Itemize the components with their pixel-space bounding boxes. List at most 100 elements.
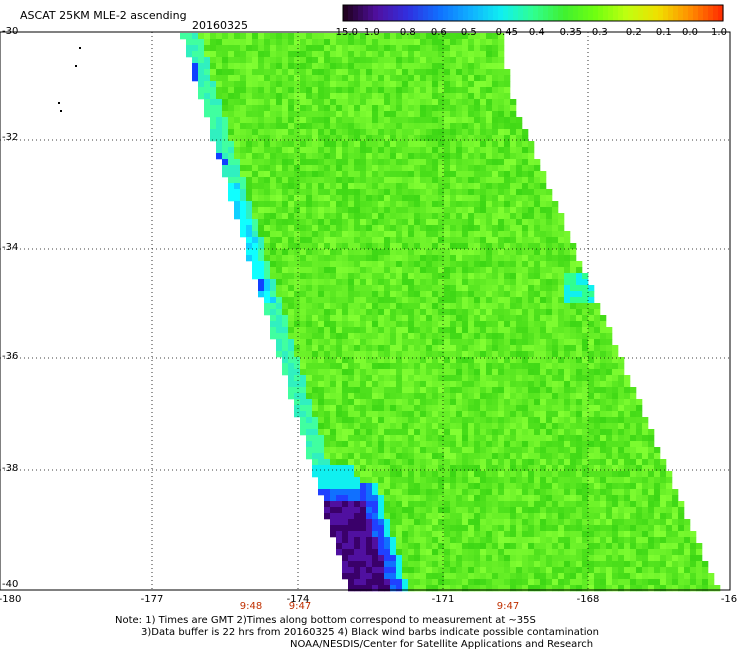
- swath-pixel: [336, 417, 343, 424]
- swath-pixel: [498, 195, 505, 202]
- swath-pixel: [606, 519, 613, 526]
- swath-pixel: [306, 249, 313, 256]
- swath-pixel: [342, 45, 349, 52]
- swath-pixel: [354, 549, 361, 556]
- swath-pixel: [438, 483, 445, 490]
- swath-pixel: [630, 525, 637, 532]
- swath-pixel: [588, 297, 595, 304]
- colorbar-cell: [418, 5, 424, 21]
- swath-pixel: [456, 465, 463, 472]
- swath-pixel: [522, 399, 529, 406]
- swath-pixel: [486, 117, 493, 124]
- swath-pixel: [486, 243, 493, 250]
- swath-pixel: [252, 75, 259, 82]
- swath-pixel: [492, 165, 499, 172]
- swath-pixel: [534, 171, 541, 178]
- swath-pixel: [228, 81, 235, 88]
- swath-pixel: [528, 357, 535, 364]
- swath-pixel: [408, 411, 415, 418]
- swath-pixel: [300, 51, 307, 58]
- swath-pixel: [270, 177, 277, 184]
- swath-pixel: [534, 405, 541, 412]
- swath-pixel: [552, 501, 559, 508]
- swath-pixel: [528, 549, 535, 556]
- swath-pixel: [504, 387, 511, 394]
- swath-pixel: [690, 537, 697, 544]
- swath-pixel: [300, 153, 307, 160]
- swath-pixel: [414, 195, 421, 202]
- swath-pixel: [540, 261, 547, 268]
- swath-pixel: [576, 321, 583, 328]
- swath-pixel: [312, 81, 319, 88]
- swath-pixel: [294, 39, 301, 46]
- swath-pixel: [498, 99, 505, 106]
- swath-pixel: [276, 339, 283, 346]
- swath-pixel: [294, 177, 301, 184]
- swath-pixel: [588, 549, 595, 556]
- swath-pixel: [552, 267, 559, 274]
- swath-pixel: [498, 411, 505, 418]
- swath-pixel: [582, 351, 589, 358]
- swath-pixel: [540, 411, 547, 418]
- swath-pixel: [480, 141, 487, 148]
- swath-pixel: [384, 465, 391, 472]
- swath-pixel: [420, 321, 427, 328]
- swath-pixel: [564, 525, 571, 532]
- swath-pixel: [462, 243, 469, 250]
- swath-pixel: [588, 435, 595, 442]
- swath-pixel: [480, 99, 487, 106]
- swath-pixel: [600, 363, 607, 370]
- swath-pixel: [246, 123, 253, 130]
- swath-pixel: [378, 39, 385, 46]
- swath-pixel: [600, 513, 607, 520]
- swath-pixel: [522, 309, 529, 316]
- swath-pixel: [546, 309, 553, 316]
- swath-pixel: [564, 459, 571, 466]
- swath-pixel: [396, 351, 403, 358]
- swath-pixel: [378, 327, 385, 334]
- swath-pixel: [570, 495, 577, 502]
- swath-pixel: [228, 165, 235, 172]
- swath-pixel: [492, 147, 499, 154]
- swath-pixel: [510, 447, 517, 454]
- swath-pixel: [498, 129, 505, 136]
- swath-pixel: [282, 195, 289, 202]
- swath-pixel: [504, 123, 511, 130]
- swath-pixel: [342, 303, 349, 310]
- swath-pixel: [462, 159, 469, 166]
- swath-pixel: [348, 501, 355, 508]
- swath-pixel: [414, 219, 421, 226]
- swath-pixel: [252, 123, 259, 130]
- swath-pixel: [504, 273, 511, 280]
- swath-pixel: [444, 417, 451, 424]
- swath-pixel: [600, 339, 607, 346]
- swath-pixel: [246, 153, 253, 160]
- swath-pixel: [372, 243, 379, 250]
- swath-pixel: [378, 237, 385, 244]
- swath-pixel: [492, 81, 499, 88]
- swath-pixel: [522, 501, 529, 508]
- swath-pixel: [408, 165, 415, 172]
- swath-pixel: [540, 375, 547, 382]
- swath-pixel: [522, 219, 529, 226]
- swath-pixel: [612, 483, 619, 490]
- swath-pixel: [384, 357, 391, 364]
- swath-pixel: [234, 69, 241, 76]
- swath-pixel: [420, 549, 427, 556]
- swath-pixel: [228, 75, 235, 82]
- swath-pixel: [312, 123, 319, 130]
- swath-pixel: [234, 153, 241, 160]
- swath-pixel: [582, 387, 589, 394]
- swath-pixel: [228, 39, 235, 46]
- swath-pixel: [330, 51, 337, 58]
- swath-pixel: [462, 459, 469, 466]
- swath-pixel: [372, 363, 379, 370]
- swath-pixel: [618, 543, 625, 550]
- swath-pixel: [468, 57, 475, 64]
- swath-pixel: [354, 291, 361, 298]
- swath-pixel: [426, 351, 433, 358]
- swath-pixel: [432, 237, 439, 244]
- swath-pixel: [510, 159, 517, 166]
- swath-pixel: [330, 423, 337, 430]
- swath-pixel: [186, 51, 193, 58]
